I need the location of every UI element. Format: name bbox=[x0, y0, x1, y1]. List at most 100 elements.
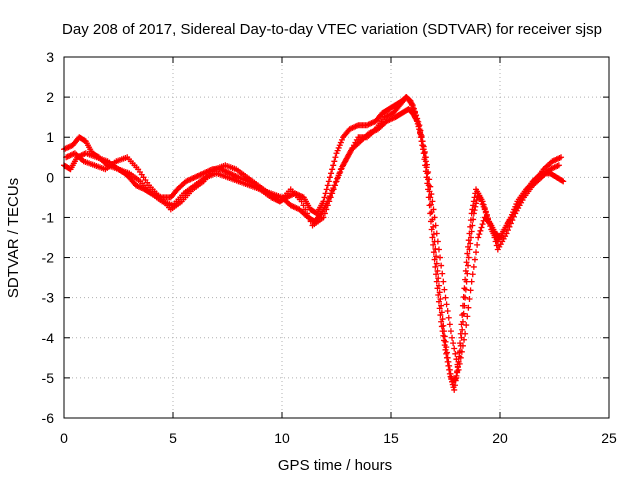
data-point bbox=[427, 194, 434, 201]
data-point bbox=[429, 234, 436, 241]
data-point bbox=[438, 262, 445, 269]
data-point bbox=[327, 194, 334, 201]
data-point bbox=[481, 206, 488, 213]
data-points bbox=[61, 94, 567, 393]
data-point bbox=[433, 253, 440, 260]
data-point bbox=[323, 186, 330, 193]
data-point bbox=[471, 207, 478, 214]
data-point bbox=[477, 227, 484, 234]
data-point bbox=[417, 127, 424, 134]
data-point bbox=[442, 294, 449, 301]
data-point bbox=[439, 316, 446, 323]
data-point bbox=[433, 230, 440, 237]
data-point bbox=[444, 354, 451, 361]
data-point bbox=[469, 222, 476, 229]
data-point bbox=[464, 270, 471, 277]
data-point bbox=[456, 360, 463, 367]
data-point bbox=[430, 231, 437, 238]
data-point bbox=[459, 342, 466, 349]
data-point bbox=[468, 278, 475, 285]
data-point bbox=[513, 201, 520, 208]
data-point bbox=[466, 246, 473, 253]
data-point bbox=[441, 333, 448, 340]
data-point bbox=[305, 214, 312, 221]
data-point bbox=[451, 386, 458, 393]
data-point bbox=[450, 340, 457, 347]
data-point bbox=[438, 302, 445, 309]
data-point bbox=[330, 186, 337, 193]
data-point bbox=[473, 249, 480, 256]
chart-title: Day 208 of 2017, Sidereal Day-to-day VTE… bbox=[62, 21, 602, 38]
data-point bbox=[467, 287, 474, 294]
data-point bbox=[510, 213, 517, 220]
data-point bbox=[555, 162, 562, 169]
data-point bbox=[300, 202, 307, 209]
data-point bbox=[304, 210, 311, 217]
y-tick-label: -4 bbox=[42, 330, 55, 346]
data-point bbox=[445, 314, 452, 321]
data-point bbox=[430, 206, 437, 213]
series-track-b bbox=[61, 106, 565, 385]
data-point bbox=[470, 210, 477, 217]
data-point bbox=[512, 203, 519, 210]
y-tick-label: -3 bbox=[42, 290, 55, 306]
data-point bbox=[329, 166, 336, 173]
data-point bbox=[440, 322, 447, 329]
x-axis-label: GPS time / hours bbox=[278, 457, 392, 474]
data-point bbox=[465, 304, 472, 311]
data-point bbox=[324, 202, 331, 209]
data-point bbox=[435, 275, 442, 282]
data-point bbox=[507, 220, 514, 227]
data-point bbox=[432, 245, 439, 252]
data-point bbox=[434, 267, 441, 274]
data-point bbox=[446, 362, 453, 369]
data-point bbox=[445, 358, 452, 365]
data-point bbox=[462, 294, 469, 301]
data-point bbox=[336, 142, 343, 149]
data-point bbox=[479, 201, 486, 208]
data-point bbox=[464, 313, 471, 320]
data-point bbox=[478, 224, 485, 231]
data-point bbox=[451, 382, 458, 389]
data-point bbox=[425, 168, 432, 175]
data-point bbox=[478, 198, 485, 205]
data-point bbox=[465, 254, 472, 261]
data-point bbox=[427, 201, 434, 208]
data-point bbox=[337, 139, 344, 146]
y-tick-label: 3 bbox=[46, 49, 54, 65]
data-point bbox=[488, 222, 495, 229]
data-point bbox=[427, 183, 434, 190]
data-point bbox=[428, 191, 435, 198]
plot-frame bbox=[63, 56, 610, 419]
y-tick-label: 1 bbox=[46, 129, 54, 145]
data-point bbox=[453, 374, 460, 381]
data-point bbox=[509, 217, 516, 224]
data-point bbox=[453, 356, 460, 363]
data-point bbox=[459, 326, 466, 333]
data-point bbox=[443, 350, 450, 357]
axis-ticks bbox=[63, 56, 610, 419]
data-point bbox=[338, 136, 345, 143]
data-point bbox=[443, 349, 450, 356]
x-tick-label: 10 bbox=[274, 430, 290, 446]
data-point bbox=[467, 234, 474, 241]
data-point bbox=[471, 256, 478, 263]
x-tick-label: 25 bbox=[601, 430, 617, 446]
data-point bbox=[560, 178, 567, 185]
data-point bbox=[326, 174, 333, 181]
data-point bbox=[430, 249, 437, 256]
data-point bbox=[474, 241, 481, 248]
data-point bbox=[463, 259, 470, 266]
data-point bbox=[430, 241, 437, 248]
x-tick-label: 15 bbox=[383, 430, 399, 446]
data-point bbox=[457, 354, 464, 361]
data-point bbox=[449, 334, 456, 341]
data-point bbox=[451, 345, 458, 352]
data-point bbox=[464, 250, 471, 257]
data-point bbox=[328, 170, 335, 177]
data-point bbox=[475, 190, 482, 197]
data-point bbox=[325, 178, 332, 185]
data-point bbox=[413, 112, 420, 119]
data-point bbox=[473, 200, 480, 207]
